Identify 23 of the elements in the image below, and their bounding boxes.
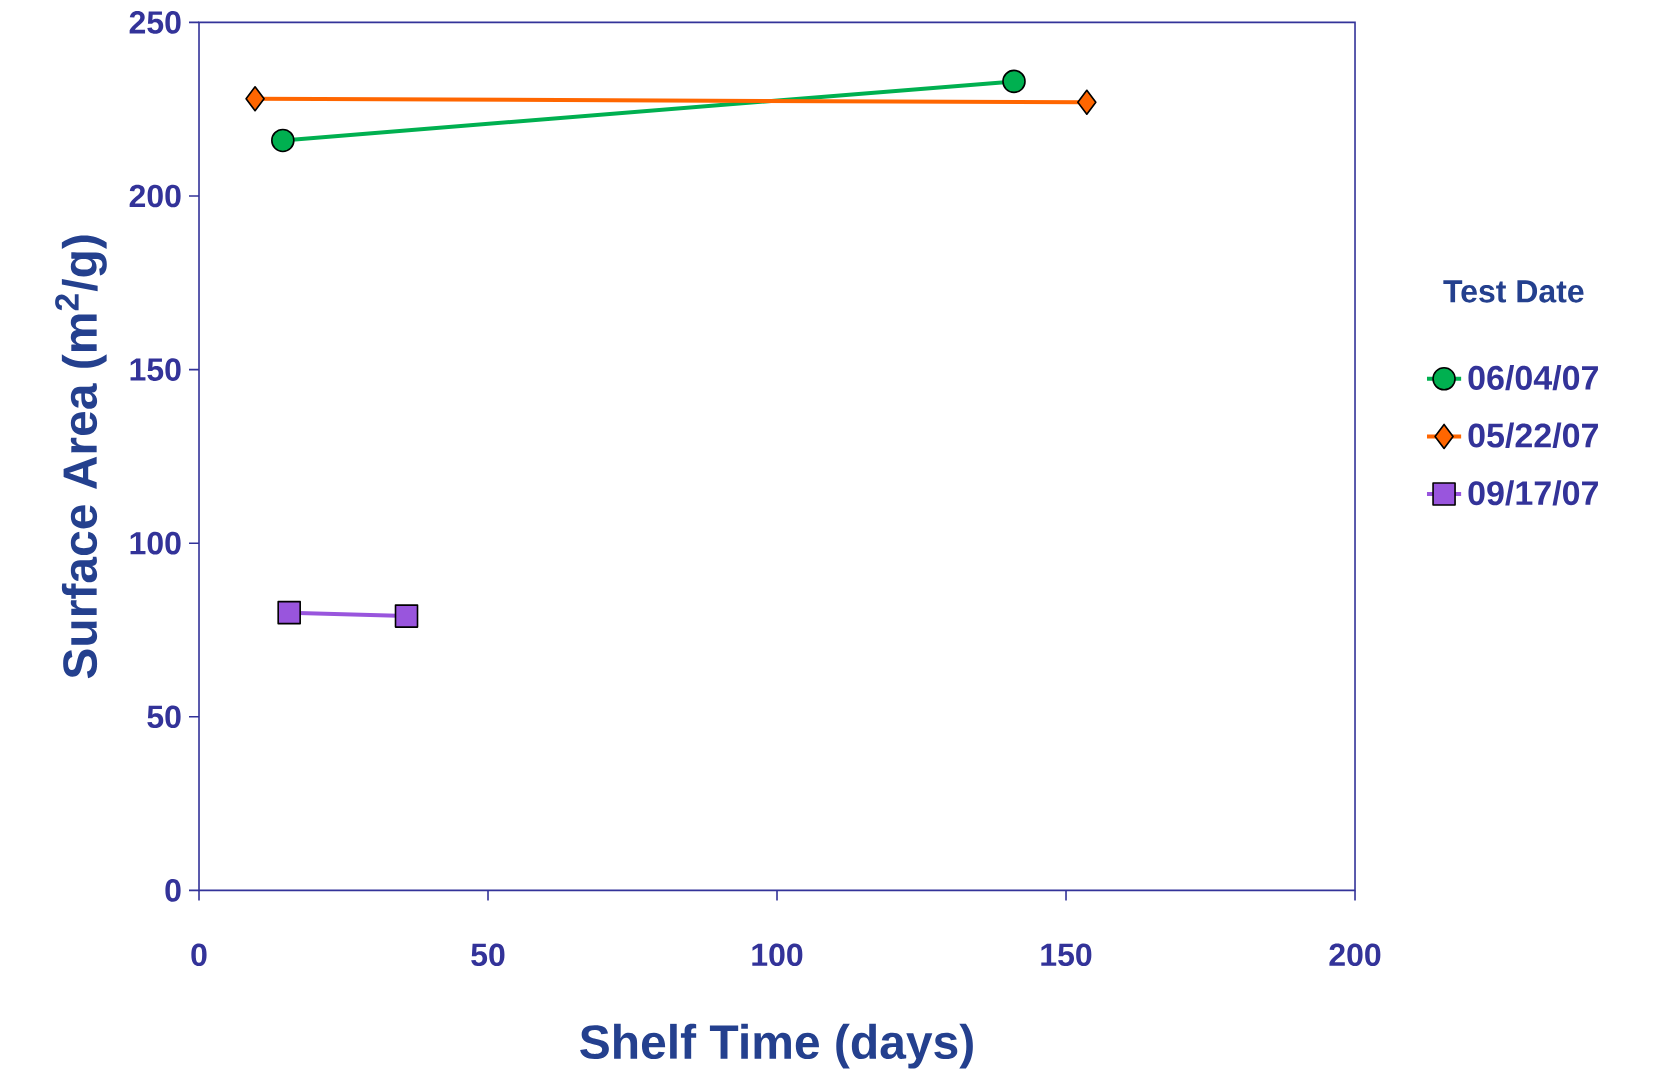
point [245,85,265,112]
y-tick-label: 200 [129,184,181,208]
point [277,600,301,625]
x-tick-label: 100 [752,943,803,966]
point [271,128,295,153]
y-tick-label: 250 [129,10,181,34]
legend-title: Test Date [1443,280,1584,303]
legend-label: 05/22/07 [1468,422,1598,448]
x-tick-label: 150 [1041,943,1092,966]
x-tick-label: 50 [471,943,505,966]
point [1002,69,1026,94]
point [394,604,419,628]
x-tick-label: 200 [1329,943,1381,966]
y-tick-label: 150 [130,358,181,381]
x-axis-title: Shelf Time (days) [580,1023,973,1069]
legend-label: 09/17/07 [1468,480,1598,506]
y-axis-title: Surface Area (m$^{2}$/g) [55,235,107,679]
point [1077,89,1097,115]
legend-label: 06/04/07 [1468,364,1598,391]
x-tick-label: 0 [191,943,207,966]
y-tick-label: 50 [147,705,181,728]
y-tick-label: 100 [130,531,181,555]
y-tick-label: 0 [165,878,181,902]
